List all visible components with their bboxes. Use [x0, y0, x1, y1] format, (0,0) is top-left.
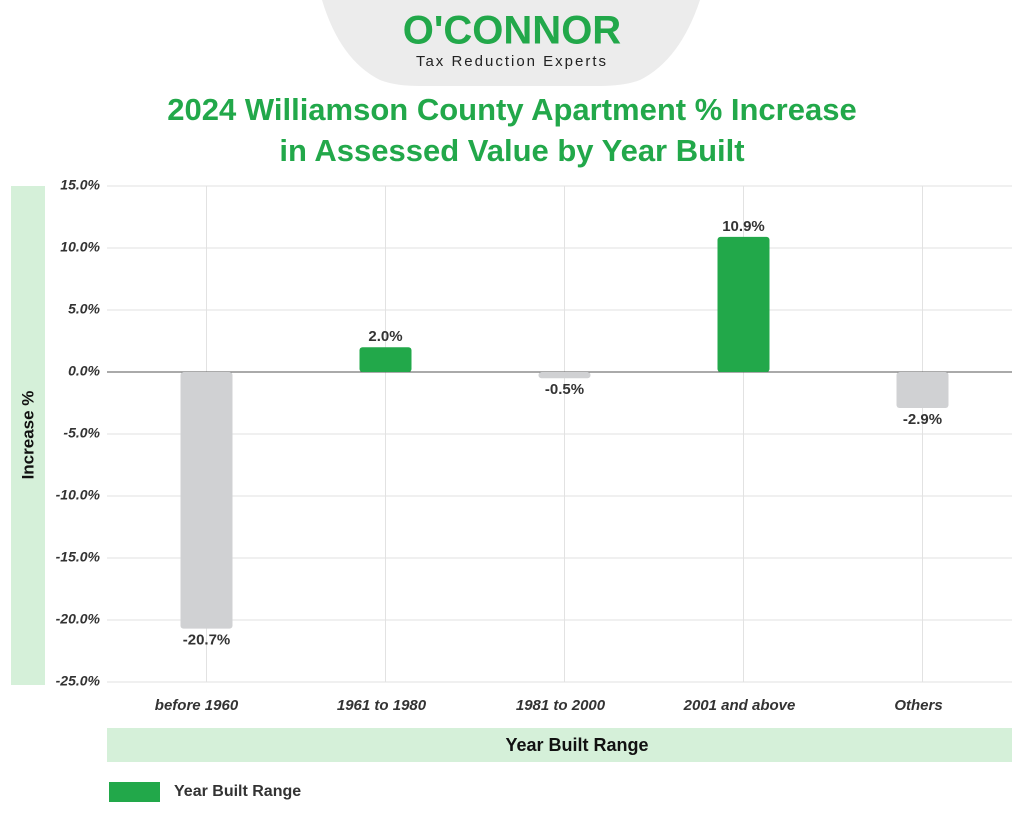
legend-swatch	[109, 782, 160, 802]
plot: -25.0% -20.0% -15.0% -10.0% -5.0% 0.0% 5.0% 10.…	[56, 177, 1012, 802]
bar	[717, 236, 770, 372]
chart-title: 2024 Williamson County Apartment % Incre…	[167, 92, 856, 127]
bar	[359, 347, 412, 372]
data-label: -2.9%	[903, 411, 942, 428]
x-tick-label: Others	[894, 697, 942, 714]
x-axis-label-box	[107, 728, 1012, 762]
bar	[896, 372, 949, 408]
logo-tagline: Tax Reduction Experts	[416, 53, 608, 70]
y-tick-label: 5.0%	[68, 301, 100, 317]
logo-backdrop	[322, 0, 700, 86]
y-axis-label-box	[11, 186, 45, 685]
y-tick-label: -25.0%	[56, 673, 101, 689]
y-tick-label: 15.0%	[60, 177, 100, 193]
x-tick-label: 1981 to 2000	[516, 697, 606, 714]
x-tick-label: before 1960	[155, 697, 239, 714]
y-tick-label: -5.0%	[63, 425, 100, 441]
chart-title: in Assessed Value by Year Built	[279, 133, 744, 168]
y-tick-label: 0.0%	[68, 363, 100, 379]
data-label: -0.5%	[545, 381, 584, 398]
x-axis-label: Year Built Range	[505, 735, 648, 755]
bar	[180, 372, 233, 629]
y-tick-label: 10.0%	[60, 239, 100, 255]
logo-name: O'CONNOR	[403, 9, 622, 53]
data-label: 2.0%	[368, 328, 402, 345]
data-label: 10.9%	[722, 218, 765, 235]
legend-label: Year Built Range	[174, 783, 301, 800]
y-tick-label: -20.0%	[56, 611, 101, 627]
y-tick-label: -10.0%	[56, 487, 101, 503]
x-tick-label: 2001 and above	[683, 697, 796, 714]
x-tick-label: 1961 to 1980	[337, 697, 427, 714]
y-tick-label: -15.0%	[56, 549, 101, 565]
bar	[538, 372, 591, 379]
y-axis-label: Increase %	[18, 391, 37, 480]
data-label: -20.7%	[183, 632, 231, 649]
